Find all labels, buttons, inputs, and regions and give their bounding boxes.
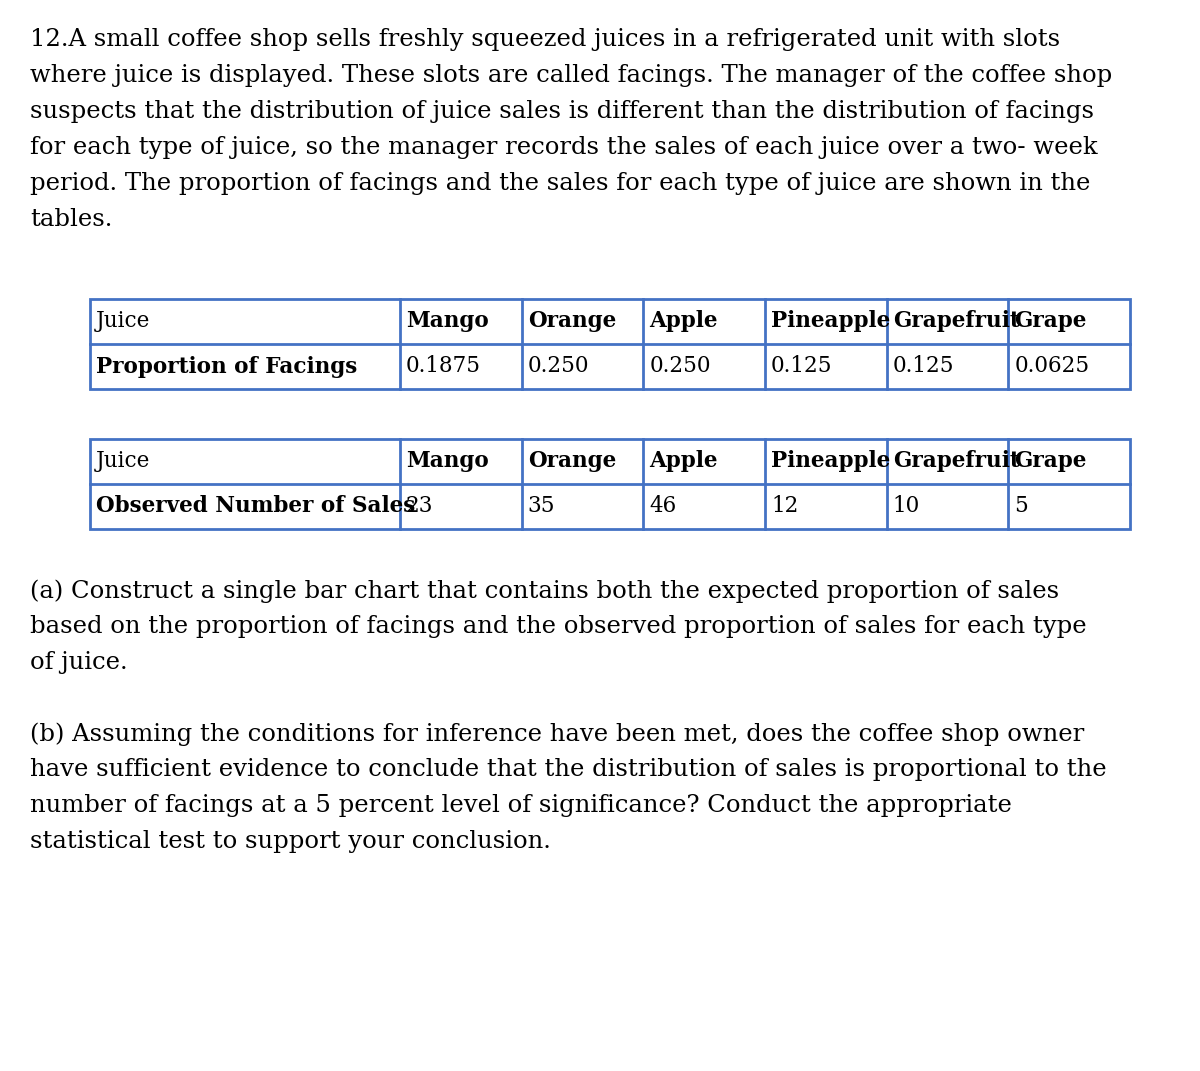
Text: Grape: Grape [1014, 311, 1087, 332]
Text: Observed Number of Sales: Observed Number of Sales [96, 496, 415, 517]
Text: of juice.: of juice. [30, 651, 127, 674]
Text: Mango: Mango [406, 311, 488, 332]
Text: 0.125: 0.125 [893, 356, 954, 377]
Text: have sufficient evidence to conclude that the distribution of sales is proportio: have sufficient evidence to conclude tha… [30, 758, 1106, 781]
Text: Proportion of Facings: Proportion of Facings [96, 356, 358, 377]
Text: 12.A small coffee shop sells freshly squeezed juices in a refrigerated unit with: 12.A small coffee shop sells freshly squ… [30, 28, 1060, 51]
Text: suspects that the distribution of juice sales is different than the distribution: suspects that the distribution of juice … [30, 100, 1094, 123]
Text: (a) Construct a single bar chart that contains both the expected proportion of s: (a) Construct a single bar chart that co… [30, 579, 1060, 603]
Text: based on the proportion of facings and the observed proportion of sales for each: based on the proportion of facings and t… [30, 615, 1087, 638]
Text: 0.125: 0.125 [772, 356, 833, 377]
Text: Grape: Grape [1014, 451, 1087, 472]
Text: for each type of juice, so the manager records the sales of each juice over a tw: for each type of juice, so the manager r… [30, 136, 1098, 159]
Text: Juice: Juice [96, 311, 150, 332]
Text: period. The proportion of facings and the sales for each type of juice are shown: period. The proportion of facings and th… [30, 172, 1091, 195]
Text: 23: 23 [406, 496, 433, 517]
Text: number of facings at a 5 percent level of significance? Conduct the appropriate: number of facings at a 5 percent level o… [30, 794, 1012, 817]
Text: Apple: Apple [649, 451, 718, 472]
Text: Orange: Orange [528, 451, 616, 472]
Text: 5: 5 [1014, 496, 1028, 517]
Text: 0.1875: 0.1875 [406, 356, 481, 377]
Text: 46: 46 [649, 496, 677, 517]
Text: 0.250: 0.250 [528, 356, 589, 377]
Text: (b) Assuming the conditions for inference have been met, does the coffee shop ow: (b) Assuming the conditions for inferenc… [30, 722, 1085, 745]
Text: Pineapple: Pineapple [772, 451, 890, 472]
Text: where juice is displayed. These slots are called facings. The manager of the cof: where juice is displayed. These slots ar… [30, 64, 1112, 87]
Text: tables.: tables. [30, 208, 113, 231]
Text: statistical test to support your conclusion.: statistical test to support your conclus… [30, 830, 551, 853]
Text: 10: 10 [893, 496, 920, 517]
Text: Pineapple: Pineapple [772, 311, 890, 332]
Text: 12: 12 [772, 496, 798, 517]
Bar [90, 299, 1130, 389]
Text: Grapefruit: Grapefruit [893, 451, 1020, 472]
Text: Apple: Apple [649, 311, 718, 332]
Text: Juice: Juice [96, 451, 150, 472]
Text: Mango: Mango [406, 451, 488, 472]
Text: 35: 35 [528, 496, 556, 517]
Text: 0.0625: 0.0625 [1014, 356, 1090, 377]
Bar [90, 439, 1130, 529]
Text: 0.250: 0.250 [649, 356, 710, 377]
Text: Grapefruit: Grapefruit [893, 311, 1020, 332]
Text: Orange: Orange [528, 311, 616, 332]
